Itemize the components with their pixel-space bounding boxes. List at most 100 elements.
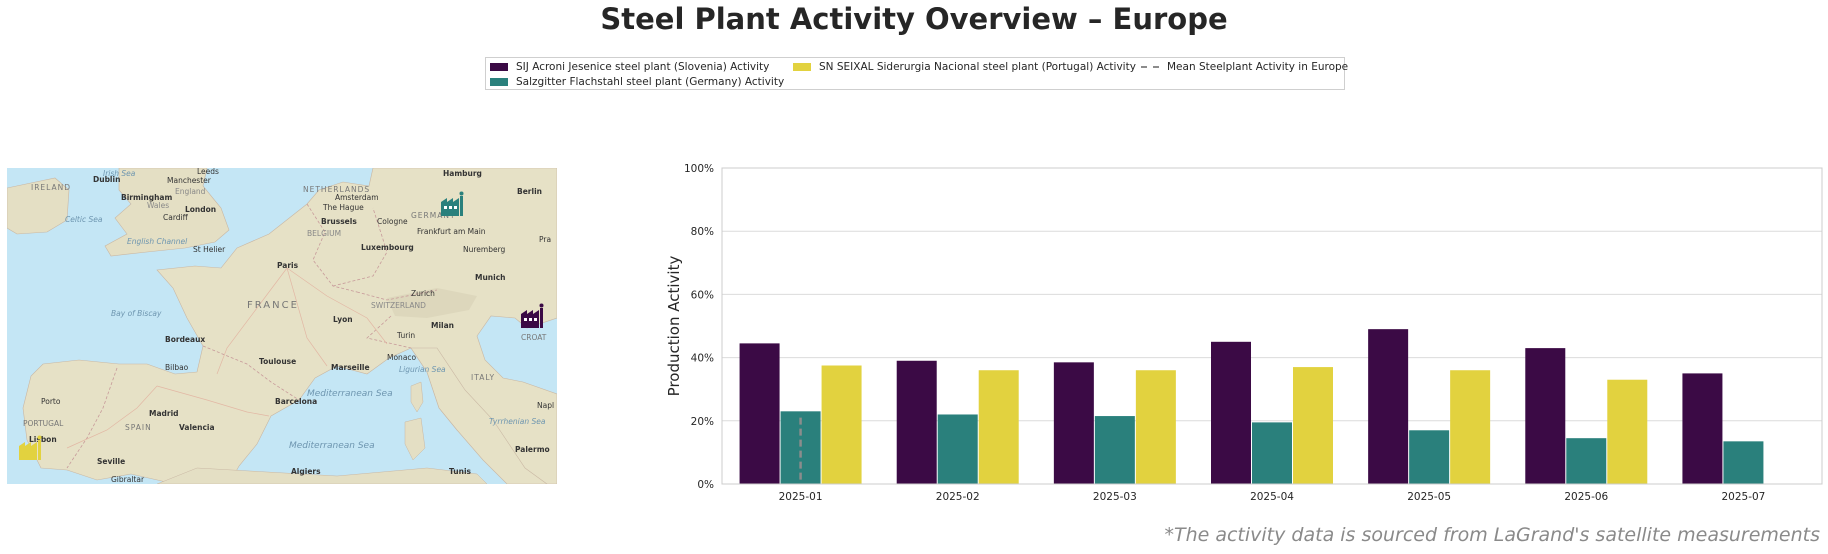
factory-icon-germany	[441, 191, 464, 216]
map-label-spain: SPAIN	[125, 423, 152, 432]
factory-icon-portugal	[19, 435, 42, 460]
y-tick-label: 80%	[691, 226, 714, 238]
map-label-monaco: Monaco	[387, 353, 417, 362]
map-label-toulouse: Toulouse	[259, 357, 296, 366]
map-label-tyrrhenian: Tyrrhenian Sea	[489, 417, 546, 426]
y-axis-label: Production Activity	[665, 256, 683, 397]
map-label-lisbon: Lisbon	[29, 435, 57, 444]
map-label-berlin: Berlin	[517, 187, 542, 196]
bar	[1409, 430, 1450, 484]
map-label-tunis: Tunis	[449, 467, 472, 476]
map-label-bilbao: Bilbao	[165, 363, 189, 372]
map-land-africa	[156, 467, 488, 484]
map-label-milan: Milan	[431, 321, 454, 330]
map-label-valencia: Valencia	[179, 423, 215, 432]
footnote: *The activity data is sourced from LaGra…	[1164, 524, 1820, 546]
map-label-dublin: Dublin	[93, 175, 120, 184]
bar	[1525, 348, 1566, 484]
bar	[1566, 438, 1607, 484]
legend-label-portugal: SN SEIXAL Siderurgia Nacional steel plan…	[819, 61, 1136, 73]
map-label-croatia: CROAT	[521, 333, 547, 342]
map-label-belgium: BELGIUM	[307, 229, 341, 238]
map-label-lyon: Lyon	[333, 315, 353, 324]
legend-label-germany: Salzgitter Flachstahl steel plant (Germa…	[516, 76, 785, 88]
bar	[1723, 441, 1764, 484]
bar	[1607, 379, 1648, 484]
map-label-italy: ITALY	[471, 373, 495, 382]
map-land-corsica	[410, 381, 424, 413]
map-label-bay-of-biscay: Bay of Biscay	[111, 309, 162, 318]
legend-item-slovenia: SIJ Acroni Jesenice steel plant (Sloveni…	[490, 61, 769, 73]
map-label-birmingham: Birmingham	[121, 193, 172, 202]
map-label-palermo: Palermo	[515, 445, 550, 454]
chart-title: Steel Plant Activity Overview – Europe	[600, 2, 1228, 36]
x-tick-label: 2025-03	[1093, 491, 1137, 503]
map-label-cardiff: Cardiff	[163, 213, 189, 222]
map-label-mediterranean-1: Mediterranean Sea	[307, 389, 393, 399]
map-label-st-helier: St Helier	[193, 245, 226, 254]
legend-label-slovenia: SIJ Acroni Jesenice steel plant (Sloveni…	[516, 61, 770, 73]
bar	[896, 360, 937, 484]
plot-frame	[721, 167, 1823, 485]
map-svg: Irish Sea Dublin IRELAND Leeds Mancheste…	[7, 168, 557, 484]
map-roads	[66, 267, 388, 449]
map-borders	[66, 203, 438, 469]
x-tick-label: 2025-01	[779, 491, 823, 503]
map-label-portugal: PORTUGAL	[23, 419, 64, 428]
bar	[821, 365, 862, 484]
map-label-bordeaux: Bordeaux	[165, 335, 205, 344]
legend-item-mean: Mean Steelplant Activity in Europe	[1141, 61, 1348, 73]
chart-bars	[739, 329, 1764, 484]
map-label-paris: Paris	[277, 261, 299, 270]
map-label-the-hague: The Hague	[322, 203, 364, 212]
map-alps	[387, 288, 477, 318]
map-land-italy	[410, 347, 548, 484]
bar	[1094, 416, 1135, 484]
x-tick-label: 2025-05	[1407, 491, 1451, 503]
map-label-marseille: Marseille	[331, 363, 370, 372]
legend-swatch-germany	[490, 78, 508, 86]
map-label-netherlands: NETHERLANDS	[303, 185, 370, 194]
map-label-algiers: Algiers	[291, 467, 321, 476]
map-label-porto: Porto	[41, 397, 61, 406]
map-label-irish-sea: Irish Sea	[103, 169, 136, 178]
map-label-brussels: Brussels	[321, 217, 357, 226]
map-label-ligurian-sea: Ligurian Sea	[399, 365, 446, 374]
legend-item-germany: Salzgitter Flachstahl steel plant (Germa…	[490, 76, 784, 88]
map-label-ireland: IRELAND	[31, 183, 71, 192]
map-labels: Irish Sea Dublin IRELAND Leeds Mancheste…	[23, 168, 554, 484]
y-tick-label: 40%	[691, 353, 714, 365]
map-label-france: FRANCE	[247, 300, 299, 311]
map-label-leeds: Leeds	[197, 168, 219, 176]
map-label-switzerland: SWITZERLAND	[371, 301, 426, 310]
bar	[1368, 329, 1409, 484]
legend-item-portugal: SN SEIXAL Siderurgia Nacional steel plan…	[793, 61, 1136, 73]
map-land-ireland	[7, 177, 70, 235]
map-label-luxembourg: Luxembourg	[361, 243, 414, 252]
bar	[1293, 367, 1333, 484]
map-label-gibraltar: Gibraltar	[111, 475, 145, 484]
legend-swatch-slovenia	[490, 63, 508, 71]
map-label-barcelona: Barcelona	[275, 397, 317, 406]
bar	[1252, 422, 1292, 484]
x-tick-labels: 2025-01 2025-02 2025-03 2025-04 2025-05 2025-…	[779, 491, 1766, 503]
map-label-hamburg: Hamburg	[443, 169, 482, 178]
map-label-london: London	[185, 205, 216, 214]
map-label-turin: Turin	[396, 331, 415, 340]
map-label-munich: Munich	[475, 273, 506, 282]
map-label-wales: Wales	[147, 201, 169, 210]
x-tick-label: 2025-06	[1564, 491, 1608, 503]
map-land-britain	[104, 168, 230, 257]
bar	[1682, 373, 1723, 484]
bar	[739, 343, 780, 484]
map-label-celtic-sea: Celtic Sea	[65, 215, 103, 224]
x-tick-label: 2025-04	[1250, 491, 1294, 503]
bar	[1053, 362, 1094, 484]
map-label-naples: Napl	[537, 401, 554, 410]
y-tick-label: 20%	[691, 416, 714, 428]
bar	[1211, 341, 1251, 484]
legend-swatch-portugal	[793, 63, 811, 71]
map-label-prague: Pra	[539, 235, 551, 244]
map-label-germany: GERMANY	[411, 211, 456, 220]
